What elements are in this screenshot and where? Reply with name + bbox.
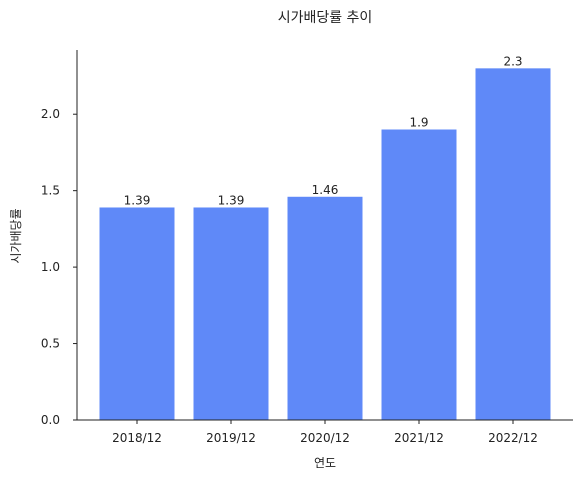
- y-tick-label: 2.0: [41, 107, 60, 121]
- bar-2020-12: [287, 196, 363, 420]
- data-label-2021-12: 1.9: [409, 116, 428, 130]
- bar-2021-12: [381, 129, 457, 420]
- y-tick-label: 0.5: [41, 337, 60, 351]
- bar-2019-12: [193, 207, 269, 420]
- bar-2022-12: [475, 68, 551, 420]
- data-label-2022-12: 2.3: [503, 54, 522, 68]
- x-tick-label: 2022/12: [488, 431, 538, 445]
- y-tick-label: 0.0: [41, 413, 60, 427]
- bar-2018-12: [99, 207, 175, 420]
- x-tick-label: 2019/12: [206, 431, 256, 445]
- x-tick-label: 2020/12: [300, 431, 350, 445]
- x-axis-label: 연도: [314, 456, 336, 470]
- y-axis-ticks: 0.0 0.5 1.0 1.5 2.0: [41, 107, 77, 427]
- y-tick-label: 1.5: [41, 184, 60, 198]
- y-axis-label: 시가배당률: [9, 208, 23, 263]
- y-tick-label: 1.0: [41, 260, 60, 274]
- data-label-2020-12: 1.46: [312, 183, 339, 197]
- chart-title: 시가배당률 추이: [278, 10, 373, 26]
- x-axis-ticks: 2018/12 2019/12 2020/12 2021/12 2022/12: [112, 420, 538, 445]
- data-label-2018-12: 1.39: [124, 193, 151, 207]
- x-tick-label: 2018/12: [112, 431, 162, 445]
- data-labels-group: 1.39 1.39 1.46 1.9 2.3: [124, 54, 523, 207]
- x-tick-label: 2021/12: [394, 431, 444, 445]
- bars-group: [99, 68, 551, 420]
- data-label-2019-12: 1.39: [218, 193, 245, 207]
